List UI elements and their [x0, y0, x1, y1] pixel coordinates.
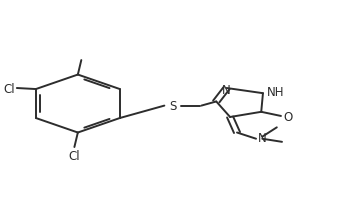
Text: N: N	[258, 132, 266, 144]
Text: N: N	[222, 83, 231, 96]
Text: NH: NH	[267, 86, 285, 98]
Text: Cl: Cl	[3, 82, 15, 95]
Text: O: O	[284, 111, 293, 124]
Text: Cl: Cl	[69, 149, 80, 162]
Text: S: S	[169, 100, 177, 112]
